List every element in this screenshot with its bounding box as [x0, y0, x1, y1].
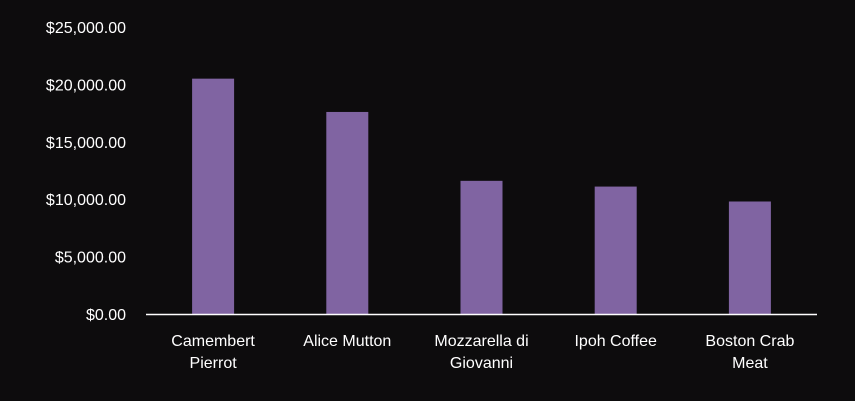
bars	[192, 78, 771, 315]
bar	[326, 111, 369, 315]
x-tick-label: Ipoh Coffee	[574, 333, 657, 350]
x-tick-label: Alice Mutton	[303, 333, 391, 350]
bar	[192, 78, 235, 314]
y-tick-label: $20,000.00	[46, 77, 126, 94]
bar	[594, 186, 637, 314]
x-axis-labels: Camembert Pierrot Alice Mutton Mozzarella d…	[171, 333, 794, 372]
y-tick-label: $10,000.00	[46, 192, 126, 209]
x-tick-label: Mozzarella di Giovanni	[434, 333, 528, 372]
x-tick-label: Camembert Pierrot	[171, 333, 255, 372]
y-tick-label: $5,000.00	[55, 250, 126, 267]
y-tick-label: $0.00	[86, 307, 126, 324]
y-tick-label: $25,000.00	[46, 20, 126, 37]
bar	[728, 201, 771, 314]
y-axis-ticks: $0.00 $5,000.00 $10,000.00 $15,000.00 $20,00…	[46, 20, 126, 324]
bar	[460, 180, 503, 314]
x-tick-label: Boston Crab Meat	[705, 333, 794, 372]
y-tick-label: $15,000.00	[46, 135, 126, 152]
